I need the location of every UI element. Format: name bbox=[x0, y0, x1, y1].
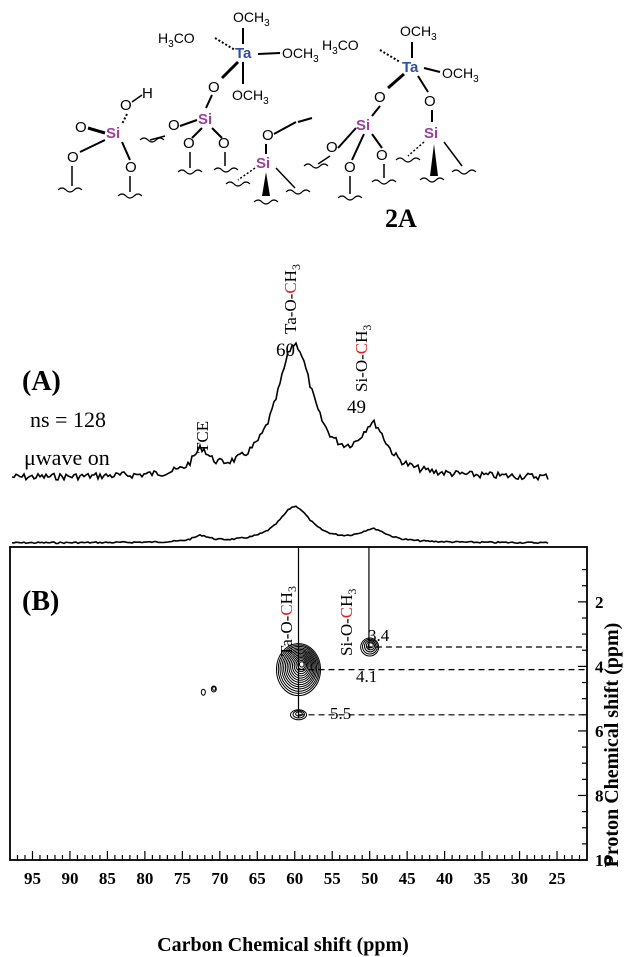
contour-line bbox=[367, 642, 374, 649]
svg-text:TCE: TCE bbox=[193, 421, 212, 453]
projection-trace bbox=[11, 505, 549, 545]
atom-och3-top-left: OCH3 bbox=[233, 9, 270, 29]
peak-label-si-o-ch3-a: Si-O-CH3 bbox=[352, 325, 374, 392]
x-tick-label: 75 bbox=[174, 869, 191, 888]
x-tick-label: 70 bbox=[211, 869, 228, 888]
atom-si-right-b: Si bbox=[424, 125, 438, 142]
uwave-label: μwave on bbox=[24, 445, 110, 470]
peak-label-ta-o-ch3-b: Ta-O-CH3 bbox=[277, 586, 299, 656]
contour-line bbox=[288, 652, 313, 681]
atom-och3-bottom-left: OCH3 bbox=[232, 87, 269, 107]
x-tick-label: 25 bbox=[549, 869, 566, 888]
x-tick-label: 85 bbox=[99, 869, 116, 888]
y-tick-label: 10 bbox=[595, 851, 612, 870]
contour-line bbox=[295, 658, 308, 673]
atom-och3-right-left: OCH3 bbox=[282, 45, 319, 65]
atom-o-silanol-right: O bbox=[125, 159, 137, 176]
panel-b-label: (B) bbox=[22, 586, 59, 617]
y-tick-label: 6 bbox=[595, 722, 604, 741]
structure-label: 2A bbox=[385, 204, 417, 233]
svg-text:Si-O-CH3: Si-O-CH3 bbox=[352, 325, 374, 392]
atom-ta-left: Ta bbox=[235, 45, 252, 62]
contour-line bbox=[291, 655, 310, 677]
guide-lines bbox=[297, 547, 587, 719]
contour-line bbox=[281, 647, 318, 690]
atom-och3-right-right: OCH3 bbox=[442, 65, 479, 85]
annotation-3-4: 3.4 bbox=[368, 626, 390, 645]
peak-label-si-o-ch3-b: Si-O-CH3 bbox=[337, 589, 359, 656]
annotation-5-5: 5.5 bbox=[330, 704, 351, 723]
annotation-4-1: 4.1 bbox=[356, 667, 377, 686]
spectrum-a: (A) ns = 128 μwave on Ta-O-CH3 60 Si-O-C… bbox=[11, 264, 549, 482]
x-tick-label: 95 bbox=[24, 869, 41, 888]
contour-line bbox=[293, 657, 309, 675]
x-tick-label: 30 bbox=[511, 869, 528, 888]
atom-o-right-b: O bbox=[424, 93, 436, 110]
contour-line bbox=[200, 688, 206, 696]
atom-och3-top-right: OCH3 bbox=[400, 23, 437, 43]
svg-text:Ta-O-CH3: Ta-O-CH3 bbox=[277, 586, 299, 656]
x-axis-ticks: 95 90 85 80 75 70 65 60 55 50 45 40 35 30 25 bbox=[16, 851, 581, 888]
x-tick-label: 65 bbox=[249, 869, 266, 888]
atom-o-right-e: O bbox=[376, 147, 388, 164]
contour-line bbox=[365, 641, 376, 651]
atom-o-right-a: O bbox=[374, 89, 386, 106]
x-tick-label: 55 bbox=[324, 869, 341, 888]
atom-o-silanol: O bbox=[120, 97, 132, 114]
atom-si-silanol: Si bbox=[106, 125, 120, 142]
atom-ta-right: Ta bbox=[402, 59, 419, 76]
contour-line bbox=[298, 661, 305, 668]
x-tick-label: 60 bbox=[286, 869, 303, 888]
atom-o-center-right: O bbox=[218, 135, 230, 152]
contour-peaks bbox=[200, 637, 380, 721]
peak-label-ta-o-ch3-a: Ta-O-CH3 bbox=[281, 264, 303, 334]
atom-h-silanol: H bbox=[142, 85, 153, 102]
peak-shift-60: 60 bbox=[276, 340, 295, 361]
x-tick-label: 35 bbox=[474, 869, 491, 888]
contour-line bbox=[286, 651, 314, 683]
atom-o-silanol-low: O bbox=[67, 149, 79, 166]
atom-o-right-c: O bbox=[326, 139, 338, 156]
atom-o-silanol-ring: O bbox=[75, 119, 87, 136]
contour-line bbox=[284, 650, 315, 686]
svg-text:Proton Chemical shift (ppm): Proton Chemical shift (ppm) bbox=[601, 623, 623, 868]
atom-si-center: Si bbox=[198, 111, 212, 128]
ns-label: ns = 128 bbox=[30, 407, 106, 432]
atom-h3co-right: H3CO bbox=[322, 37, 359, 57]
spectrum-a-trace bbox=[11, 341, 549, 482]
molecular-structure: OCH3 H3CO Ta OCH3 OCH3 O Si O H Si O O O… bbox=[57, 9, 479, 233]
x-tick-label: 80 bbox=[136, 869, 153, 888]
contour-line bbox=[212, 686, 217, 691]
panel-a-label: (A) bbox=[22, 366, 61, 397]
contour-line bbox=[290, 654, 311, 679]
y-tick-label: 4 bbox=[595, 657, 604, 676]
svg-text:Ta-O-CH3: Ta-O-CH3 bbox=[281, 264, 303, 334]
y-axis-ticks: 2 4 6 8 10 bbox=[578, 568, 612, 870]
atom-si-methoxy: Si bbox=[256, 155, 270, 172]
atom-h3co-left: H3CO bbox=[158, 30, 195, 50]
y-tick-label: 8 bbox=[595, 786, 604, 805]
x-tick-label: 40 bbox=[436, 869, 453, 888]
contour-line bbox=[210, 685, 217, 693]
peak-shift-49: 49 bbox=[347, 397, 366, 418]
x-tick-label: 50 bbox=[361, 869, 378, 888]
y-axis-label: Proton Chemical shift (ppm) bbox=[601, 623, 623, 868]
hetcor-plot: (B) 95 90 85 80 75 70 65 60 55 50 45 40 35 30 25 2 4 6 8 1… bbox=[9, 546, 623, 956]
atom-si-right-a: Si bbox=[356, 117, 370, 134]
atom-o-right-d: O bbox=[344, 159, 356, 176]
contour-line bbox=[283, 648, 316, 688]
svg-text:Si-O-CH3: Si-O-CH3 bbox=[337, 589, 359, 656]
y-tick-label: 2 bbox=[595, 593, 604, 612]
atom-o-center-left: O bbox=[168, 117, 180, 134]
x-tick-label: 45 bbox=[399, 869, 416, 888]
peak-label-tce: TCE bbox=[193, 421, 212, 453]
contour-line bbox=[363, 640, 377, 653]
atom-o-center-down: O bbox=[183, 135, 195, 152]
atom-o-methoxy: O bbox=[262, 127, 274, 144]
x-tick-label: 90 bbox=[61, 869, 78, 888]
atom-o-left-bridge: O bbox=[208, 79, 220, 96]
x-axis-label: Carbon Chemical shift (ppm) bbox=[157, 934, 409, 956]
